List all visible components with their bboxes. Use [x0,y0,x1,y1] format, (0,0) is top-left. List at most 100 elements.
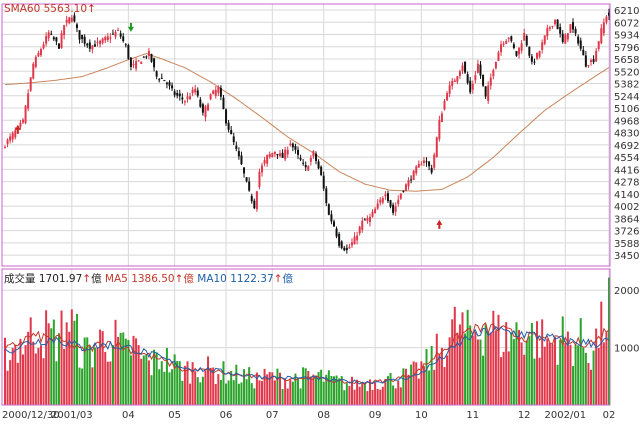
volume-bar [160,361,163,405]
candle-body [392,204,395,213]
candle-body [57,43,60,49]
ma10-line [4,325,610,385]
volume-bar [394,388,397,405]
candle-body [374,208,377,214]
candle-body [566,33,569,40]
candle-body [140,61,143,64]
candle-body [50,33,53,35]
volume-bar [253,388,256,405]
volume-bar [428,370,431,405]
volume-bar [232,380,235,405]
price-y-tick: 4692 [614,141,639,152]
volume-bar [448,337,451,405]
candle-body [579,40,582,49]
volume-bar [425,349,428,405]
price-y-tick: 4002 [614,202,639,213]
volume-bar [397,380,400,405]
candle-body [530,56,533,62]
candle-body [464,61,467,73]
volume-bar [27,331,30,405]
candle-body [232,136,235,143]
price-y-tick: 4140 [614,190,639,201]
buy-arrow-icon [14,124,21,134]
volume-bar [528,336,531,405]
candle-body [322,175,325,189]
volume-bar [579,318,582,405]
volume-bar [109,361,112,405]
candle-body [358,226,361,234]
candle-body [314,153,317,161]
candle-body [21,119,24,123]
volume-bar [494,330,497,405]
candle-body [245,177,248,182]
volume-bar [129,355,132,405]
candle-body [212,90,215,95]
candle-body [461,65,464,71]
volume-bar [600,301,603,405]
candle-body [86,43,89,46]
candle-body [299,157,302,160]
volume-bar [163,371,166,405]
candle-body [371,211,374,217]
volume-bar [461,312,464,405]
volume-bar [52,319,55,405]
volume-bar [73,320,76,405]
candle-body [584,55,587,67]
candle-body [302,162,305,164]
price-y-tick: 5796 [614,43,639,54]
candle-body [338,233,341,246]
candle-body [546,27,549,37]
candle-body [181,97,184,100]
sma60-legend-value: 5563.10 [44,3,87,15]
volume-bar [119,332,122,405]
candle-body [425,161,428,163]
price-y-tick: 6210 [614,6,639,17]
volume-bar [145,354,148,405]
candle-body [350,242,353,246]
candle-body [487,85,490,101]
volume-bar [39,345,42,405]
ma5-legend-arrow: ↑ [175,273,184,285]
candle-body [178,93,181,97]
candle-body [366,218,369,221]
volume-bar [147,360,150,405]
volume-bar [171,369,174,405]
volume-bar [302,367,305,405]
x-axis-label: 08 [317,410,330,421]
candle-body [569,24,572,33]
volume-bar [99,329,102,405]
volume-bar [438,354,441,405]
volume-bar [261,380,264,405]
candle-body [605,16,608,23]
volume-bar [217,374,220,405]
candle-body [114,32,117,37]
candle-body [147,50,150,56]
candle-body [489,77,492,86]
volume-bar [569,344,572,405]
volume-bar [368,379,371,405]
volume-legend-arrow: ↑ [82,273,91,285]
ma10-legend-unit: 億 [282,272,293,285]
candle-body [572,22,575,30]
volume-bar [597,348,600,405]
candle-body [394,206,397,212]
volume-bar [227,380,230,405]
candle-body [307,166,310,171]
volume-bar [379,389,382,405]
candle-body [510,36,513,41]
candle-body [479,64,482,76]
volume-bar [404,368,407,405]
candle-body [574,28,577,34]
candle-body [68,17,71,24]
volume-bar [451,319,454,405]
volume-bar [201,376,204,405]
volume-bar [4,337,6,405]
candle-body [78,30,81,40]
volume-bar [330,376,333,405]
candle-body [602,22,605,34]
volume-bar [407,374,410,405]
volume-bar [204,370,207,405]
volume-bar [191,362,194,405]
candle-body [268,153,271,157]
volume-bar [392,385,395,405]
